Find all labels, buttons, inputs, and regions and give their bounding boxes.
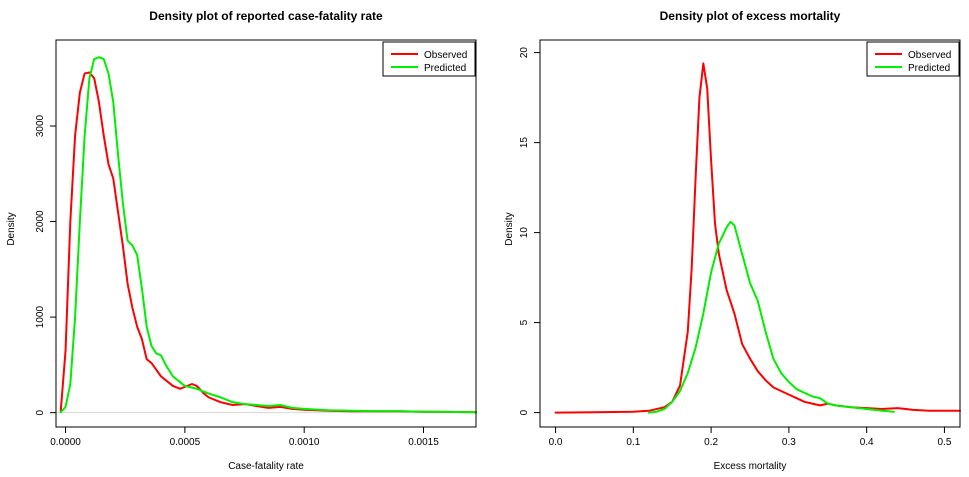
y-tick-label: 10 (519, 227, 530, 239)
x-tick-label: 0.0 (549, 437, 563, 448)
x-axis-label: Excess mortality (714, 461, 787, 472)
plot-frame (55, 39, 477, 428)
x-tick-label: 0.4 (860, 437, 874, 448)
legend-box (866, 41, 960, 77)
y-axis-label: Density (6, 212, 17, 245)
y-tick-label: 1000 (35, 306, 46, 329)
chart-title: Density plot of reported case-fatality r… (149, 9, 383, 23)
plot-frame (539, 39, 961, 428)
y-tick-label: 0 (35, 409, 46, 415)
y-axis-label: Density (504, 212, 515, 245)
series-line-predicted (59, 56, 477, 414)
y-tick-label: 3000 (35, 114, 46, 137)
x-tick-label: 0.1 (626, 437, 640, 448)
series-layer (554, 62, 961, 414)
y-tick-label: 5 (519, 319, 530, 325)
x-tick-label: 0.3 (782, 437, 796, 448)
y-tick-label: 2000 (35, 210, 46, 233)
legend: Observed Predicted (382, 41, 476, 77)
x-axis-label: Case-fatality rate (228, 461, 304, 472)
series-line-predicted (647, 220, 895, 414)
x-tick-label: 0.0000 (50, 437, 81, 448)
chart-panel-case-fatality: Density plot of reported case-fatality r… (6, 9, 477, 472)
y-tick-label: 0 (519, 409, 530, 415)
chart-panel-excess-mortality: Density plot of excess mortality Excess … (504, 9, 961, 472)
y-tick-label: 15 (519, 137, 530, 149)
legend-box (382, 41, 476, 77)
x-tick-label: 0.5 (937, 437, 951, 448)
x-tick-label: 0.0015 (408, 437, 439, 448)
legend-label-predicted: Predicted (424, 63, 466, 74)
x-tick-label: 0.2 (704, 437, 718, 448)
x-tick-label: 0.0005 (170, 437, 201, 448)
series-layer (59, 56, 477, 414)
legend-label-predicted: Predicted (908, 63, 950, 74)
x-tick-label: 0.0010 (289, 437, 320, 448)
y-tick-label: 20 (519, 47, 530, 59)
y-axis-ticks: 0 5 10 15 20 (519, 47, 540, 415)
legend-label-observed: Observed (424, 50, 467, 61)
x-axis-ticks: 0.0 0.1 0.2 0.3 0.4 0.5 (549, 427, 952, 448)
legend: Observed Predicted (866, 41, 960, 77)
legend-label-observed: Observed (908, 50, 951, 61)
chart-title: Density plot of excess mortality (660, 9, 841, 23)
x-axis-ticks: 0.0000 0.0005 0.0010 0.0015 (50, 427, 439, 448)
y-axis-ticks: 0 1000 2000 3000 (35, 114, 56, 415)
